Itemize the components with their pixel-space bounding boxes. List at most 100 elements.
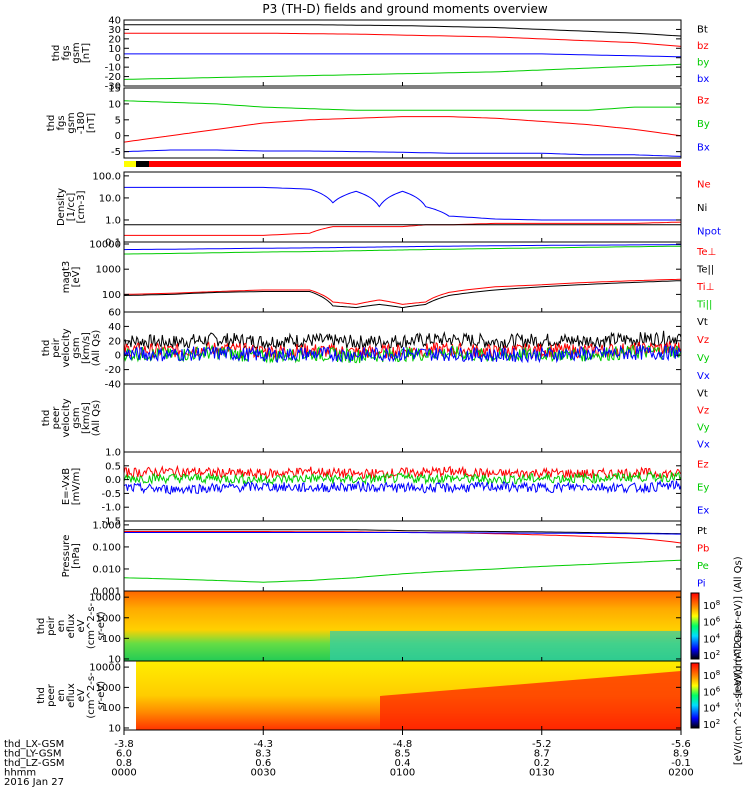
y-tick-label: 1000 <box>96 683 121 694</box>
colorbar-tick-label: 106 <box>703 616 721 629</box>
colorbar-tick-label: 108 <box>703 669 720 682</box>
legend-Vx: Vx <box>697 371 710 382</box>
y-axis-label: thdfgsgsm-180[nT] <box>46 112 97 135</box>
y-tick-label: 0 <box>115 53 121 64</box>
colorbar-gradient <box>690 592 700 660</box>
y-tick-label: 0.0 <box>105 475 121 486</box>
y-axis-label: thdpeerenefluxeV(cm^2-s-sr-eV) <box>36 672 107 719</box>
x-tick-label: 8.3 <box>255 749 271 760</box>
flag-segment <box>149 161 681 167</box>
series-bz <box>123 116 682 143</box>
series-pt <box>124 529 682 535</box>
figure-title: P3 (TH-D) fields and ground moments over… <box>262 2 547 16</box>
y-tick-label: 0.010 <box>92 564 121 575</box>
colorbar-label: [eV/(cm^2-s-sr-eV)] (All Qs) <box>733 556 744 695</box>
x-tick-label: -0.1 <box>671 758 691 769</box>
series-bx <box>123 149 682 157</box>
y-tick-label: -20 <box>105 72 121 83</box>
y-tick-label: -0.5 <box>101 489 121 500</box>
legend-bx: bx <box>697 74 709 85</box>
y-tick-label: 60 <box>108 308 121 319</box>
legend-Vx: Vx <box>697 440 710 451</box>
y-tick-label: -1.0 <box>101 503 121 514</box>
y-tick-label: -1.5 <box>101 517 121 528</box>
y-tick-label: 10 <box>108 654 121 665</box>
legend-Vt: Vt <box>697 317 708 328</box>
x-tick-label: 0100 <box>390 768 415 779</box>
y-tick-label: 1000 <box>96 265 121 276</box>
x-tick-label: -4.8 <box>393 739 413 750</box>
panel-3: 100.0 10.0 1.0 0.1 Density[1/cc][cm-3] Ne Ni Np… <box>56 171 721 248</box>
legend-Vz: Vz <box>697 406 709 417</box>
panel-7: 1.0 0.5 0.0 -0.5 -1.0 -1.5 E=-VxB[mV/m] Ez Ey Ex <box>61 448 709 528</box>
colorbar-label: [eV/(cm^2-s-sr-eV)] (All Qs) <box>733 626 744 765</box>
legend-Pe: Pe <box>697 561 709 572</box>
x-tick-label: 0030 <box>251 768 276 779</box>
x-tick-label: 0.2 <box>534 758 550 769</box>
y-tick-label: 20 <box>108 34 121 45</box>
colorbar-tick-label: 106 <box>703 685 721 698</box>
x-tick-label: 6.0 <box>116 749 132 760</box>
x-row-label: thd_LX-GSM <box>4 739 64 750</box>
colorbar-tick-label: 104 <box>703 632 721 645</box>
legend-By: By <box>697 119 710 130</box>
y-tick-label: 1.0 <box>105 215 121 226</box>
series-vx <box>123 344 682 364</box>
x-row-label: hhmm <box>4 768 36 779</box>
x-tick-label: 0.6 <box>255 758 271 769</box>
colorbar-tick-label: 102 <box>703 718 720 731</box>
legend-Ez: Ez <box>697 460 709 471</box>
legend-Vt: Vt <box>697 389 708 400</box>
spectrogram-high-flux <box>380 671 681 730</box>
x-tick-label: 0200 <box>668 768 693 779</box>
panel-9: 10000 1000 100 10thdpeirenefluxeV(cm^2-s-sr… <box>36 590 682 665</box>
legend-Ex: Ex <box>697 506 709 517</box>
series-pe <box>123 559 682 583</box>
colorbar-tick-label: 104 <box>703 702 721 715</box>
y-tick-label: 40 <box>108 16 121 27</box>
y-tick-label: 100.0 <box>92 171 121 182</box>
x-tick-label: 8.9 <box>673 749 689 760</box>
y-tick-label: 20 <box>108 336 121 347</box>
series-ti <box>124 245 681 255</box>
y-axis-label: magt3[eV] <box>61 261 82 294</box>
x-tick-label: -3.8 <box>114 739 134 750</box>
y-tick-label: 100 <box>102 634 121 645</box>
y-axis-label: E=-VxB[mV/m] <box>61 468 82 506</box>
colorbar-tick-label: 102 <box>703 649 720 662</box>
y-tick-label: -20 <box>105 365 121 376</box>
y-tick-label: 15 <box>108 84 121 95</box>
x-tick-label: 0000 <box>111 768 136 779</box>
x-tick-label: 0.8 <box>116 758 132 769</box>
y-axis-label: thdpeervelocitygsm[km/s](All Qs) <box>41 398 102 437</box>
legend-Pb: Pb <box>697 543 709 554</box>
panel-frame <box>123 87 682 159</box>
y-tick-label: -10 <box>105 63 121 74</box>
legend-by: by <box>697 57 709 68</box>
legend-Ne: Ne <box>697 180 711 191</box>
panel-5: 60 40 20 0 -20 -40 thdpeirvelocitygsm[km/s](Al… <box>41 308 710 391</box>
y-tick-label: 40 <box>108 322 121 333</box>
y-tick-label: 0.5 <box>105 461 121 472</box>
panel-2: 15 10 5 0 -5 thdfgsgsm-180[nT] Bz By Bx <box>46 84 710 159</box>
legend-Pt: Pt <box>697 526 707 537</box>
legend-Ti⊥: Ti⊥ <box>696 282 714 293</box>
y-tick-label: 100 <box>102 290 121 301</box>
y-tick-label: 10000 <box>89 593 121 604</box>
legend-Ti||: Ti|| <box>696 299 712 310</box>
x-tick-label: 8.7 <box>534 749 550 760</box>
legend-Pi: Pi <box>697 578 706 589</box>
y-tick-label: 10 <box>108 99 121 110</box>
legend-Bx: Bx <box>697 142 710 153</box>
x-tick-label: 0.4 <box>395 758 411 769</box>
legend-Vy: Vy <box>697 353 710 364</box>
y-tick-label: 1000 <box>96 613 121 624</box>
colorbar-tick-label: 108 <box>703 599 720 612</box>
x-tick-label: -4.3 <box>253 739 273 750</box>
x-tick-label: 0130 <box>529 768 554 779</box>
quality-flag-bar <box>124 161 681 167</box>
series-bz <box>124 32 682 47</box>
flag-segment <box>136 161 149 167</box>
